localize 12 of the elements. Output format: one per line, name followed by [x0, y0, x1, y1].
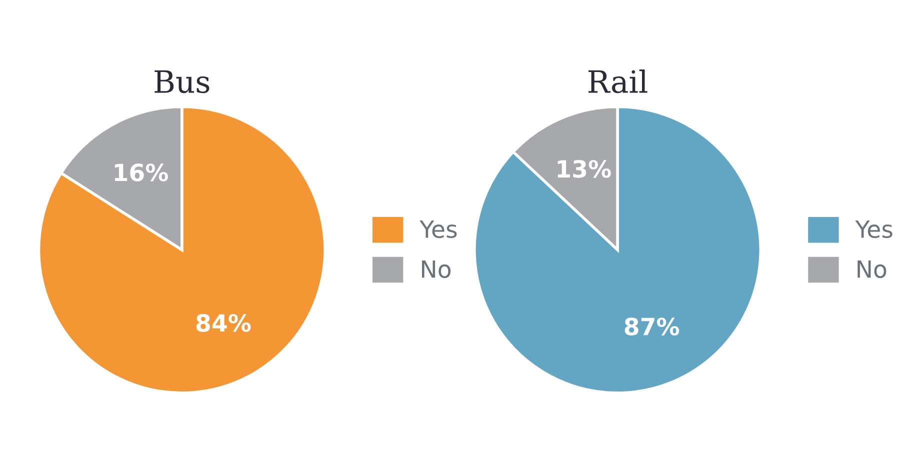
legend-label: No [422, 260, 451, 278]
data-label: 13% [558, 160, 611, 178]
data-label: 16% [114, 164, 168, 182]
data-label: 87% [624, 318, 680, 336]
pie-slice [37, 105, 326, 394]
data-label: 84% [196, 314, 251, 332]
legend-label: No [858, 260, 886, 278]
legend-label: Yes [855, 220, 892, 238]
chart-title: Rail [588, 69, 648, 94]
pie-slice [473, 105, 762, 394]
chart-title: Bus [154, 70, 210, 94]
legend-label: Yes [420, 220, 457, 238]
